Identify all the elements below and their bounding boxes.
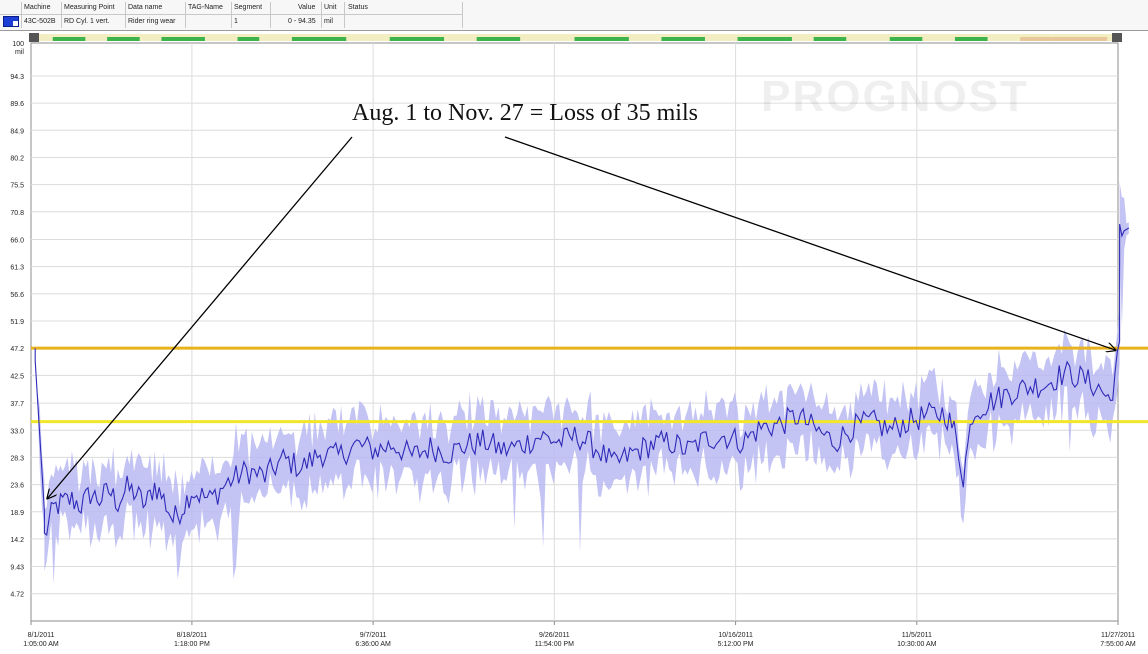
cell-segment[interactable]: 1	[234, 18, 238, 25]
y-tick-label: 84.9	[10, 128, 24, 135]
cell-value[interactable]: 0 - 94.35	[288, 18, 316, 25]
cell-measuring-point[interactable]: RD Cyl. 1 vert.	[64, 18, 110, 25]
overview-segment	[476, 37, 521, 41]
prognost-watermark: PROGNOST	[761, 72, 1029, 121]
column-header-data-name[interactable]: Data name	[128, 4, 163, 11]
grid	[30, 42, 1119, 622]
y-tick-label: 9.43	[10, 564, 24, 571]
y-tick-label: 89.6	[10, 101, 24, 108]
y-tick-label: 94.3	[10, 74, 24, 81]
column-header-measuring-point[interactable]: Measuring Point	[64, 4, 115, 11]
series-band	[35, 182, 1129, 585]
y-tick-label: 51.9	[10, 319, 24, 326]
overview-segment	[889, 37, 923, 41]
column-separator	[61, 2, 62, 28]
column-header-tag-name[interactable]: TAG-Name	[188, 4, 223, 11]
trend-chart[interactable]: PROGNOST 100 94.3 89.6 84.9 80.2 75.5 70.8 66.0…	[0, 31, 1148, 654]
column-separator	[21, 2, 22, 28]
y-tick-label: 61.3	[10, 265, 24, 272]
x-tick-time: 6:36:00 AM	[355, 641, 391, 648]
overview-left-handle	[29, 33, 39, 42]
column-header-value[interactable]: Value	[298, 4, 316, 11]
overview-segment	[1020, 37, 1053, 41]
cell-unit[interactable]: mil	[324, 18, 333, 25]
overview-segment	[737, 37, 792, 41]
annotation-arrow-end	[504, 136, 1116, 350]
overview-segment	[954, 37, 988, 41]
y-tick-label: 4.72	[10, 592, 24, 599]
annotation-layer: Aug. 1 to Nov. 27 = Loss of 35 mils	[47, 100, 1115, 499]
y-tick-label: 66.0	[10, 238, 24, 245]
cell-data-name[interactable]: Rider ring wear	[128, 18, 176, 25]
y-tick-label: 56.6	[10, 292, 24, 299]
annotation-text: Aug. 1 to Nov. 27 = Loss of 35 mils	[352, 100, 698, 126]
series-line	[34, 223, 1130, 537]
y-tick-label: 33.0	[10, 428, 24, 435]
x-tick-time: 1:18:00 PM	[174, 641, 210, 648]
column-separator	[270, 2, 271, 28]
y-tick-label: 14.2	[10, 537, 24, 544]
x-tick-time: 7:55:00 AM	[1100, 641, 1136, 648]
chart-background	[0, 31, 1148, 654]
x-tick-date: 9/26/2011	[539, 632, 570, 639]
column-header-status[interactable]: Status	[348, 4, 368, 11]
overview-segment	[107, 37, 140, 41]
x-tick-time: 10:30:00 AM	[897, 641, 936, 648]
header-divider	[0, 30, 1148, 31]
series-min-max-band	[35, 182, 1129, 585]
column-separator	[231, 2, 232, 28]
annotation-arrow-start	[47, 136, 353, 499]
x-tick-date: 8/1/2011	[28, 632, 55, 639]
y-tick-label: 42.5	[10, 373, 24, 380]
overview-segment	[813, 37, 847, 41]
y-tick-label: 37.7	[10, 401, 24, 408]
column-separator	[125, 2, 126, 28]
y-tick-label: 23.6	[10, 483, 24, 490]
x-tick-time: 5:12:00 PM	[718, 641, 754, 648]
overview-segment	[291, 37, 347, 41]
data-header-table: Machine Measuring Point Data name TAG-Na…	[0, 0, 1148, 30]
y-unit-label: mil	[15, 49, 24, 56]
x-axis: 8/1/2011 1:05:00 AM 8/18/2011 1:18:00 PM 9/7…	[23, 621, 1136, 648]
y-tick-label: 100	[12, 41, 24, 48]
cell-machine[interactable]: 43C-502B	[24, 18, 56, 25]
y-tick-label: 47.2	[10, 346, 24, 353]
overview-segment	[52, 37, 86, 41]
y-tick-label: 28.3	[10, 455, 24, 462]
x-tick-date: 11/5/2011	[902, 632, 932, 639]
column-header-segment[interactable]: Segment	[234, 4, 263, 11]
x-tick-date: 11/27/2011	[1101, 632, 1135, 639]
y-tick-label: 18.9	[10, 510, 24, 517]
overview-segment	[574, 37, 629, 41]
column-header-unit[interactable]: Unit	[324, 4, 337, 11]
threshold-lines	[31, 346, 1148, 424]
overview-strip[interactable]	[29, 33, 1122, 42]
series-lines	[34, 223, 1130, 537]
x-tick-time: 1:05:00 AM	[23, 641, 59, 648]
column-separator	[321, 2, 322, 28]
x-tick-date: 10/16/2011	[718, 632, 753, 639]
series-color-icon[interactable]	[3, 16, 19, 27]
y-tick-label: 80.2	[10, 155, 24, 162]
column-separator	[462, 2, 463, 28]
column-separator	[185, 2, 186, 28]
overview-segment	[1052, 37, 1108, 41]
overview-segment	[161, 37, 205, 41]
overview-segment	[661, 37, 705, 41]
y-tick-label: 75.5	[10, 183, 24, 190]
x-tick-date: 9/7/2011	[360, 632, 387, 639]
y-tick-label: 70.8	[10, 210, 24, 217]
column-header-machine[interactable]: Machine	[24, 4, 51, 11]
overview-segment	[237, 37, 260, 41]
column-separator	[344, 2, 345, 28]
x-tick-date: 8/18/2011	[177, 632, 208, 639]
overview-right-handle	[1112, 33, 1122, 42]
x-tick-time: 11:54:00 PM	[535, 641, 574, 648]
overview-segment	[389, 37, 445, 41]
y-axis: 100 94.3 89.6 84.9 80.2 75.5 70.8 66.0 61.3 56.6 5…	[10, 41, 24, 599]
